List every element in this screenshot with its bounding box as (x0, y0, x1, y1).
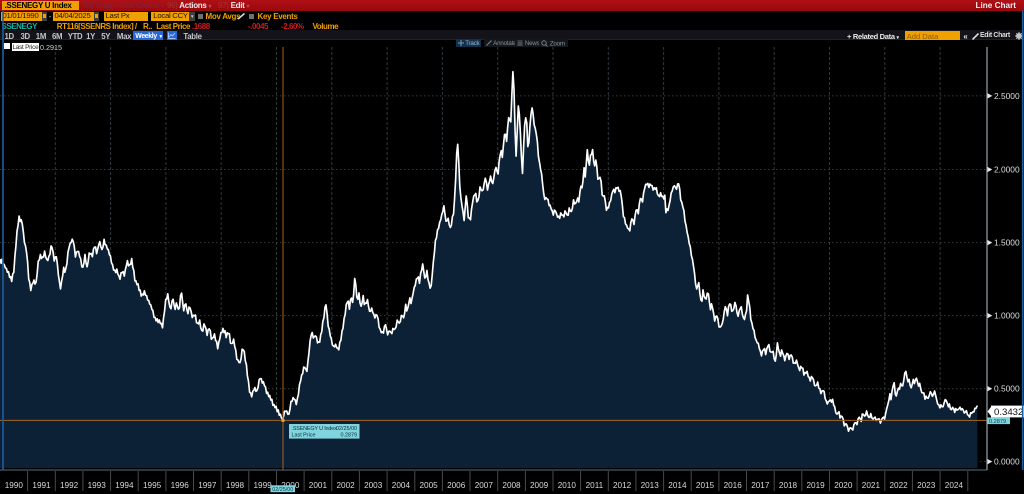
svg-text:2021: 2021 (862, 481, 881, 490)
svg-text:2.5000: 2.5000 (994, 91, 1020, 101)
svg-text:.SSENEGY U Index: .SSENEGY U Index (292, 426, 338, 432)
svg-text:02/25/00: 02/25/00 (336, 426, 357, 432)
svg-text:2017: 2017 (751, 481, 770, 490)
svg-text:2001: 2001 (309, 481, 328, 490)
svg-text:2023: 2023 (917, 481, 936, 490)
svg-text:2010: 2010 (558, 481, 577, 490)
svg-text:1990: 1990 (5, 481, 24, 490)
svg-text:0.2879: 0.2879 (989, 419, 1006, 425)
svg-text:1991: 1991 (32, 481, 51, 490)
svg-text:0.0000: 0.0000 (994, 457, 1020, 467)
svg-text:2009: 2009 (530, 481, 549, 490)
svg-text:2004: 2004 (392, 481, 411, 490)
svg-text:1992: 1992 (60, 481, 79, 490)
svg-text:Last Price: Last Price (292, 433, 316, 439)
svg-text:2019: 2019 (806, 481, 825, 490)
svg-text:2015: 2015 (696, 481, 715, 490)
svg-text:1999: 1999 (253, 481, 272, 490)
svg-text:0.3432: 0.3432 (994, 407, 1023, 418)
svg-text:2022: 2022 (889, 481, 908, 490)
svg-text:1995: 1995 (143, 481, 162, 490)
svg-text:1997: 1997 (198, 481, 217, 490)
svg-text:2007: 2007 (475, 481, 494, 490)
svg-text:2012: 2012 (613, 481, 632, 490)
svg-text:0.5000: 0.5000 (994, 384, 1020, 394)
svg-text:2003: 2003 (364, 481, 383, 490)
svg-text:2006: 2006 (447, 481, 466, 490)
svg-text:2018: 2018 (779, 481, 798, 490)
svg-text:2020: 2020 (834, 481, 853, 490)
svg-text:2016: 2016 (724, 481, 743, 490)
svg-text:0.2879: 0.2879 (341, 433, 358, 439)
svg-text:2.0000: 2.0000 (994, 165, 1020, 175)
svg-text:2008: 2008 (502, 481, 521, 490)
svg-text:2013: 2013 (641, 481, 660, 490)
svg-text:1993: 1993 (88, 481, 107, 490)
svg-text:1.0000: 1.0000 (994, 311, 1020, 321)
svg-text:1996: 1996 (171, 481, 190, 490)
svg-text:2011: 2011 (586, 481, 604, 490)
svg-text:02/25/00: 02/25/00 (272, 487, 293, 493)
svg-text:1994: 1994 (115, 481, 134, 490)
svg-text:2024: 2024 (945, 481, 964, 490)
svg-text:2002: 2002 (336, 481, 355, 490)
svg-text:2005: 2005 (419, 481, 438, 490)
svg-text:1.5000: 1.5000 (994, 238, 1020, 248)
svg-text:2014: 2014 (668, 481, 687, 490)
svg-text:1998: 1998 (226, 481, 245, 490)
